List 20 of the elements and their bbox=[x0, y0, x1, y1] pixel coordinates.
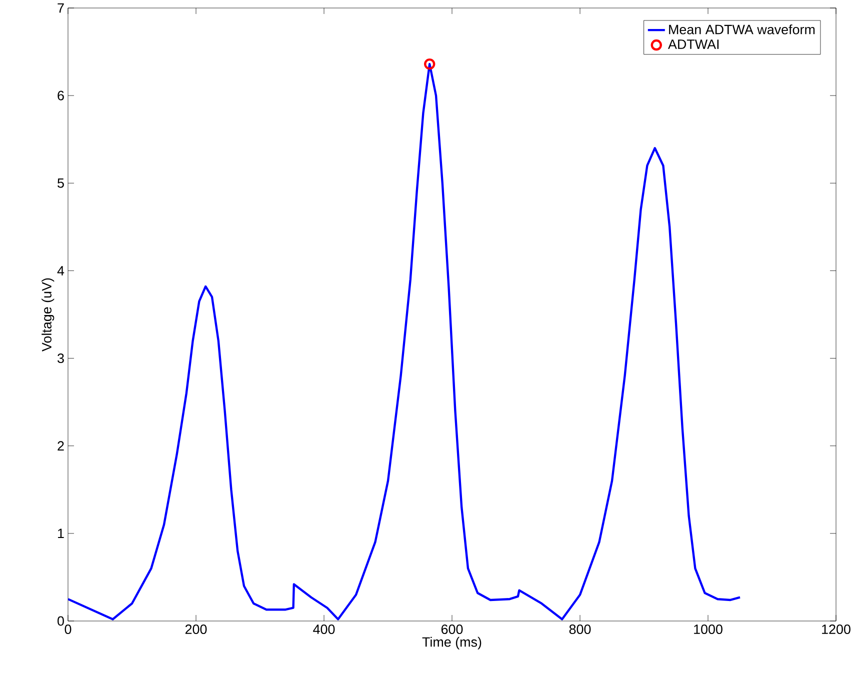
x-tick-label: 200 bbox=[185, 624, 207, 634]
x-tick-label: 1200 bbox=[822, 624, 850, 634]
x-axis-title: Time (ms) bbox=[422, 636, 482, 650]
y-tick-label: 4 bbox=[57, 266, 64, 276]
y-axis-title: Voltage (uV) bbox=[42, 278, 54, 352]
y-tick-label: 1 bbox=[58, 528, 64, 538]
line-series bbox=[68, 62, 742, 620]
x-tick-label: 800 bbox=[569, 624, 591, 634]
y-tick-label: 0 bbox=[58, 616, 64, 626]
y-tick-label: 6 bbox=[58, 90, 64, 100]
y-tick-label: 7 bbox=[58, 3, 64, 13]
x-tick-label: 1000 bbox=[694, 624, 722, 634]
y-tick-label: 5 bbox=[58, 178, 64, 188]
x-tick-label: 600 bbox=[441, 624, 463, 634]
y-tick-label: 3 bbox=[58, 354, 64, 364]
y-tick-label: 2 bbox=[58, 441, 64, 451]
x-tick-label: 0 bbox=[64, 624, 72, 634]
legend-label: ADTWAI bbox=[668, 40, 719, 49]
x-tick-label: 400 bbox=[313, 624, 335, 634]
legend-label: Mean ADTWA waveform bbox=[669, 24, 815, 34]
